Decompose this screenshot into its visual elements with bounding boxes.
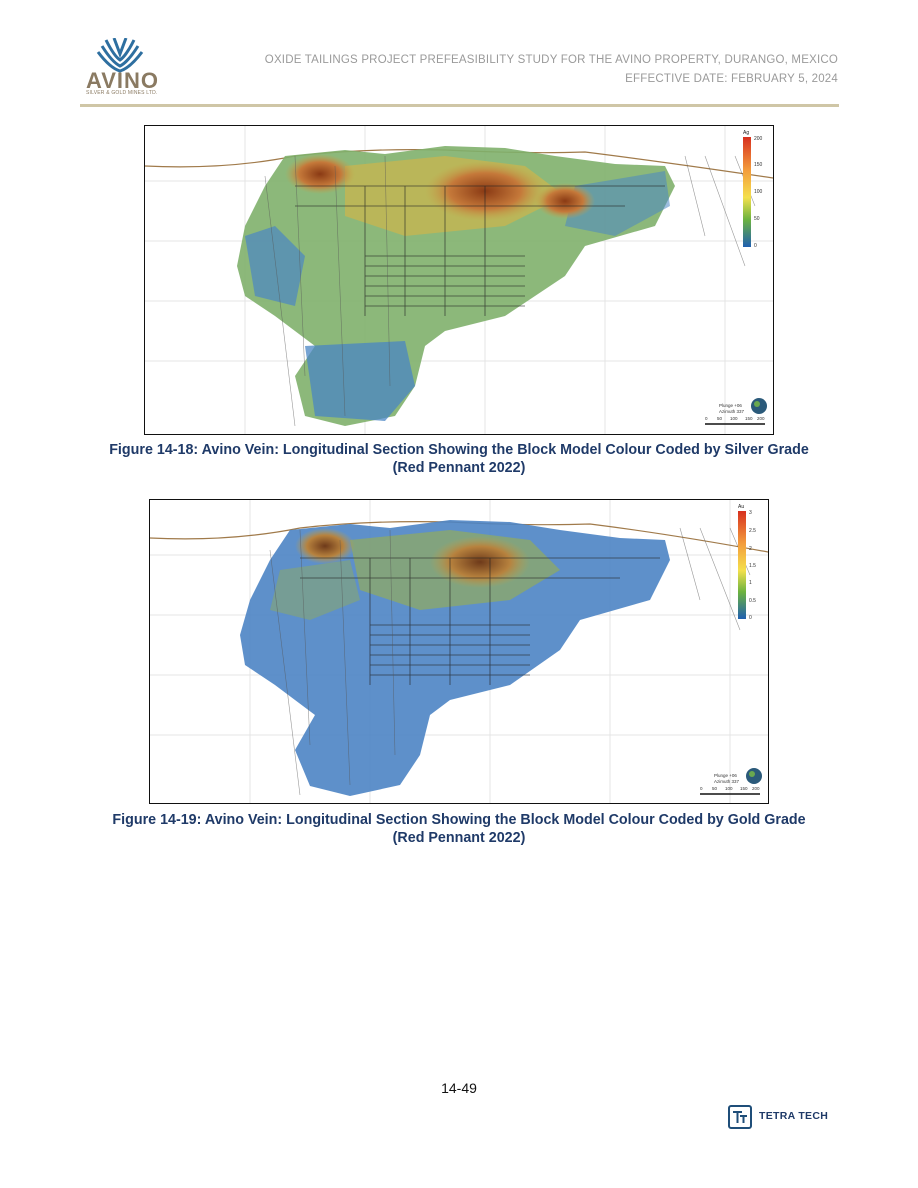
block-model-silver-image: Ag 200 150 100 50 0 Plunge +06 Azimuth 3… bbox=[145, 126, 773, 434]
document-title: OXIDE TAILINGS PROJECT PREFEASIBILITY ST… bbox=[264, 54, 838, 66]
scale-tick: 0 bbox=[705, 416, 708, 421]
figure-caption: Figure 14-18: Avino Vein: Longitudinal S… bbox=[60, 441, 858, 477]
legend-title: Au bbox=[738, 504, 744, 510]
scale-bar: 0 50 100 150 200 bbox=[700, 786, 760, 795]
effective-date: EFFECTIVE DATE: FEBRUARY 5, 2024 bbox=[625, 73, 838, 85]
scale-tick: 50 bbox=[717, 416, 723, 421]
scale-tick: 200 bbox=[752, 786, 760, 791]
legend-tick: 3 bbox=[749, 510, 752, 516]
figure-caption: Figure 14-19: Avino Vein: Longitudinal S… bbox=[60, 811, 858, 847]
color-scale-bar bbox=[738, 511, 746, 619]
legend-tick: 100 bbox=[754, 189, 763, 195]
legend-tick: 200 bbox=[754, 136, 763, 142]
caption-line: Figure 14-19: Avino Vein: Longitudinal S… bbox=[112, 812, 806, 828]
orientation-azimuth: Azimuth 337 bbox=[714, 779, 740, 784]
company-name: TETRA TECH bbox=[759, 1110, 829, 1122]
scale-bar: 0 50 100 150 200 bbox=[705, 416, 765, 425]
scale-tick: 50 bbox=[712, 786, 718, 791]
legend-tick: 2 bbox=[749, 546, 752, 552]
avino-logo-icon bbox=[96, 38, 144, 73]
legend-tick: 1.5 bbox=[749, 563, 756, 569]
legend-tick: 150 bbox=[754, 162, 763, 168]
scale-tick: 0 bbox=[700, 786, 703, 791]
orientation-azimuth: Azimuth 337 bbox=[719, 409, 745, 414]
logo-wordmark: AVINO bbox=[86, 68, 160, 93]
legend-tick: 1 bbox=[749, 580, 752, 586]
caption-source: (Red Pennant 2022) bbox=[392, 460, 526, 476]
caption-line: Figure 14-18: Avino Vein: Longitudinal S… bbox=[109, 442, 809, 458]
scale-tick: 150 bbox=[740, 786, 748, 791]
page-number: 14-49 bbox=[441, 1080, 477, 1096]
orientation-plunge: Plunge +06 bbox=[719, 403, 742, 408]
scale-tick: 100 bbox=[730, 416, 738, 421]
legend-tick: 50 bbox=[754, 216, 760, 222]
figure-silver-grade: Ag 200 150 100 50 0 Plunge +06 Azimuth 3… bbox=[144, 125, 774, 435]
caption-source: (Red Pennant 2022) bbox=[392, 830, 526, 846]
legend-tick: 0.5 bbox=[749, 598, 756, 604]
legend-title: Ag bbox=[743, 130, 749, 136]
scale-tick: 100 bbox=[725, 786, 733, 791]
figure-gold-grade: Au 3 2.5 2 1.5 1 0.5 0 Plunge +06 Azimut… bbox=[149, 499, 769, 804]
legend-tick: 0 bbox=[754, 243, 757, 249]
header-rule bbox=[80, 104, 839, 107]
orientation-plunge: Plunge +06 bbox=[714, 773, 737, 778]
scale-tick: 200 bbox=[757, 416, 765, 421]
logo-subtext: SILVER & GOLD MINES LTD. bbox=[86, 90, 158, 96]
legend-tick: 2.5 bbox=[749, 528, 756, 534]
tt-logo-icon bbox=[728, 1105, 752, 1129]
legend-tick: 0 bbox=[749, 615, 752, 621]
scale-tick: 150 bbox=[745, 416, 753, 421]
block-model-gold-image: Au 3 2.5 2 1.5 1 0.5 0 Plunge +06 Azimut… bbox=[150, 500, 768, 803]
color-scale-bar bbox=[743, 137, 751, 247]
